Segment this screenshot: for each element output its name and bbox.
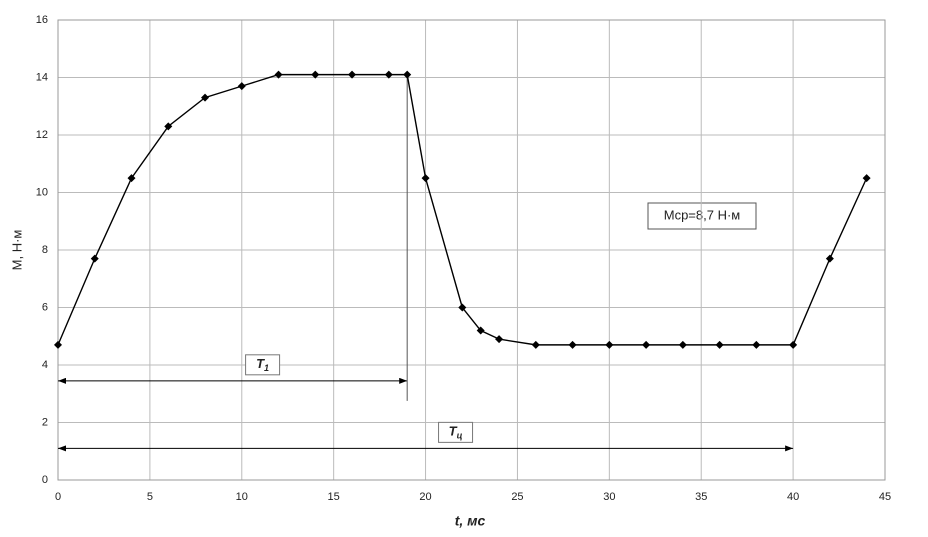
data-point	[678, 340, 687, 349]
data-point	[274, 70, 283, 79]
annotation-box	[647, 202, 757, 230]
y-tick-label: 12	[36, 129, 48, 141]
data-point	[715, 340, 724, 349]
data-point	[90, 254, 99, 263]
y-tick-label: 14	[36, 71, 48, 83]
data-point	[311, 70, 320, 79]
x-tick-label: 30	[603, 491, 615, 503]
plot-frame	[57, 19, 886, 481]
data-point	[201, 93, 210, 102]
x-tick-label: 10	[236, 491, 248, 503]
y-tick-label: 2	[42, 416, 48, 428]
x-tick-label: 25	[511, 491, 523, 503]
y-axis-label: M, Н·м	[9, 230, 24, 271]
y-tick-label: 10	[36, 186, 48, 198]
span-label-main: T	[256, 356, 265, 371]
y-tick-label: 16	[36, 14, 48, 26]
data-point	[164, 122, 173, 131]
data-point	[237, 82, 246, 91]
data-point	[127, 174, 136, 183]
annotation: Mср=8,7 Н·м	[664, 207, 741, 222]
data-point	[789, 340, 798, 349]
y-tick-label: 0	[42, 474, 48, 486]
x-axis-label: t, мс	[455, 513, 486, 529]
data-point	[476, 326, 485, 335]
data-point	[862, 174, 871, 183]
span-label-sub: ц	[457, 431, 463, 441]
data-point	[348, 70, 357, 79]
data-point	[605, 340, 614, 349]
y-tick-label: 6	[42, 301, 48, 313]
data-point	[531, 340, 540, 349]
span-label-box	[438, 421, 474, 443]
data-point	[421, 174, 430, 183]
x-tick-label: 15	[328, 491, 340, 503]
span-label-sub: 1	[264, 363, 269, 373]
x-tick-label: 45	[879, 491, 891, 503]
data-point	[384, 70, 393, 79]
data-point	[642, 340, 651, 349]
x-tick-label: 5	[147, 491, 153, 503]
x-tick-label: 20	[419, 491, 431, 503]
data-point	[403, 70, 412, 79]
data-point	[54, 340, 62, 349]
x-tick-label: 40	[787, 491, 799, 503]
span-label: T1	[256, 356, 269, 373]
data-point	[458, 303, 467, 312]
span-label: Tц	[449, 424, 463, 441]
data-point	[495, 335, 504, 344]
x-tick-label: 0	[55, 491, 61, 503]
span-label-main: T	[449, 424, 458, 439]
y-tick-label: 4	[42, 359, 48, 371]
span-label-box	[245, 354, 281, 376]
data-point	[568, 340, 577, 349]
x-tick-label: 35	[695, 491, 707, 503]
y-tick-label: 8	[42, 244, 48, 256]
data-point	[825, 254, 834, 263]
data-point	[752, 340, 761, 349]
